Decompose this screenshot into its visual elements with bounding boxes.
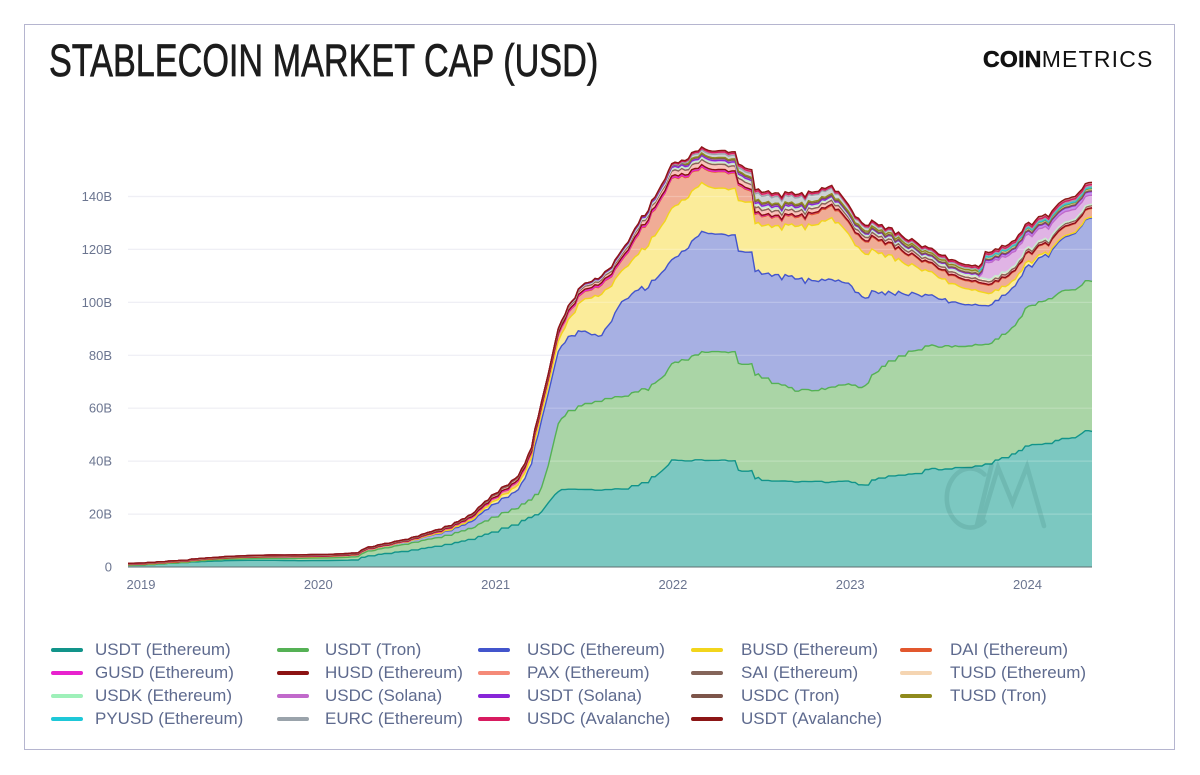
svg-text:2021: 2021: [481, 577, 510, 592]
svg-text:20B: 20B: [89, 507, 112, 522]
svg-text:2022: 2022: [658, 577, 687, 592]
svg-text:120B: 120B: [82, 242, 112, 257]
svg-text:40B: 40B: [89, 454, 112, 469]
svg-text:2024: 2024: [1013, 577, 1042, 592]
svg-text:60B: 60B: [89, 401, 112, 416]
svg-text:100B: 100B: [82, 295, 112, 310]
svg-text:2020: 2020: [304, 577, 333, 592]
svg-text:80B: 80B: [89, 348, 112, 363]
svg-text:2023: 2023: [836, 577, 865, 592]
svg-text:0: 0: [105, 560, 112, 575]
svg-text:140B: 140B: [82, 189, 112, 204]
svg-text:2019: 2019: [127, 577, 156, 592]
